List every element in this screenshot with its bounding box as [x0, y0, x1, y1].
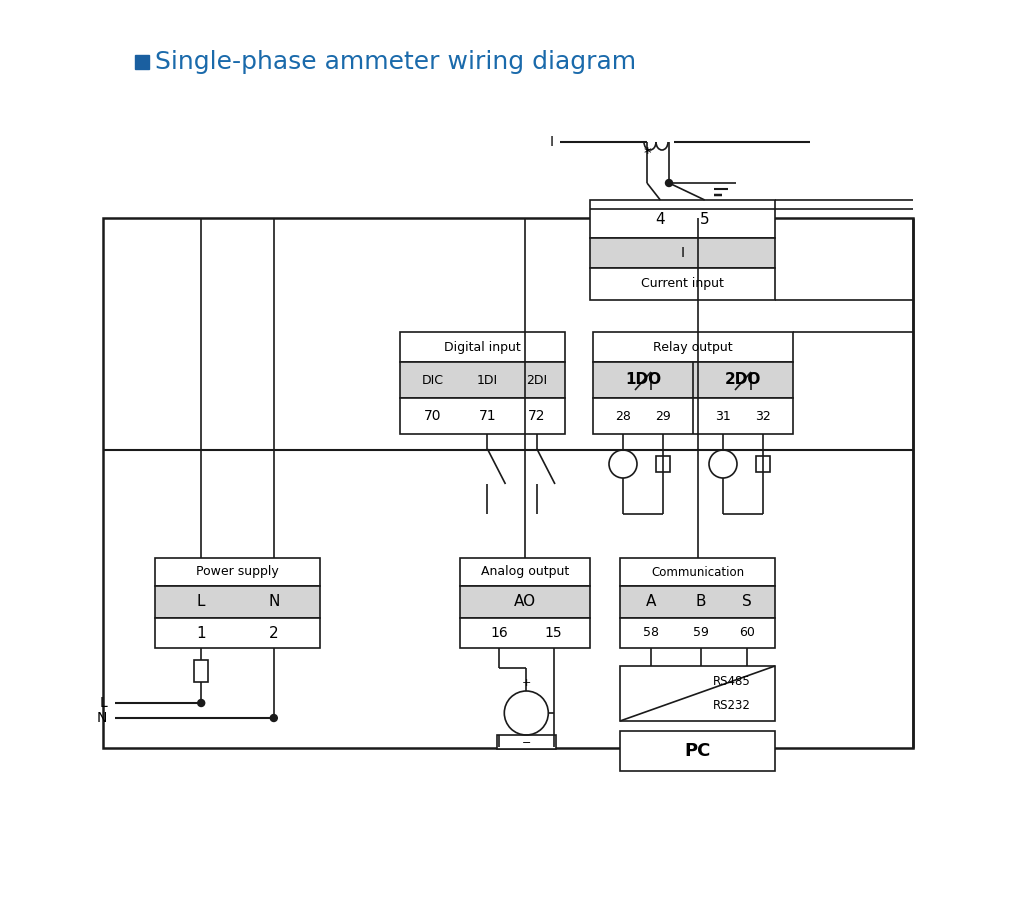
Text: Single-phase ammeter wiring diagram: Single-phase ammeter wiring diagram — [155, 50, 636, 74]
Bar — [590, 268, 775, 300]
Bar — [593, 398, 793, 434]
Text: AO: AO — [514, 595, 536, 609]
Text: 31: 31 — [715, 410, 731, 422]
Text: L: L — [197, 595, 205, 609]
Text: 58: 58 — [643, 626, 659, 640]
Circle shape — [666, 179, 673, 186]
Bar — [620, 558, 775, 586]
Text: 32: 32 — [756, 410, 771, 422]
Text: 28: 28 — [615, 410, 631, 422]
Text: Analog output: Analog output — [481, 565, 569, 579]
Text: 2DO: 2DO — [725, 373, 762, 388]
Text: 1: 1 — [196, 626, 206, 641]
Text: Digital input: Digital input — [444, 340, 521, 354]
Text: +: + — [522, 678, 531, 688]
Text: Power supply: Power supply — [196, 565, 279, 579]
Text: Current input: Current input — [641, 277, 724, 291]
Text: I: I — [681, 246, 684, 260]
Text: L: L — [99, 696, 107, 710]
Bar — [400, 398, 565, 434]
Text: N: N — [269, 595, 280, 609]
Text: 71: 71 — [479, 409, 496, 423]
Bar — [194, 660, 208, 682]
Text: −: − — [522, 738, 531, 748]
Bar — [135, 55, 149, 69]
Text: 1DI: 1DI — [477, 374, 498, 386]
Circle shape — [198, 699, 204, 707]
Text: 4: 4 — [655, 212, 665, 227]
Circle shape — [271, 715, 278, 722]
Bar — [460, 558, 590, 586]
Text: S: S — [742, 595, 752, 609]
Bar — [620, 586, 775, 618]
Text: DIC: DIC — [422, 374, 444, 386]
Bar — [155, 558, 320, 586]
Bar — [460, 618, 590, 648]
Text: 15: 15 — [545, 626, 563, 640]
Text: B: B — [695, 595, 706, 609]
Bar — [400, 362, 565, 398]
Bar — [103, 218, 913, 748]
Bar — [593, 332, 793, 362]
Bar — [620, 731, 775, 771]
Text: 1DO: 1DO — [625, 373, 661, 388]
Text: 72: 72 — [528, 409, 545, 423]
Text: RS485: RS485 — [713, 675, 750, 688]
Text: 16: 16 — [490, 626, 507, 640]
Text: RS232: RS232 — [713, 699, 750, 712]
Bar — [155, 618, 320, 648]
Text: Communication: Communication — [651, 565, 744, 579]
Bar — [620, 618, 775, 648]
Text: 2DI: 2DI — [527, 374, 547, 386]
Bar — [400, 332, 565, 362]
Text: N: N — [97, 711, 107, 725]
Text: 70: 70 — [425, 409, 442, 423]
Bar — [593, 362, 793, 398]
Text: 29: 29 — [655, 410, 671, 422]
Text: A: A — [646, 595, 657, 609]
Bar — [590, 200, 775, 238]
Text: PC: PC — [684, 742, 711, 760]
Bar — [460, 586, 590, 618]
Text: 60: 60 — [739, 626, 756, 640]
Bar — [497, 735, 555, 749]
Text: *: * — [643, 147, 650, 161]
Bar — [155, 586, 320, 618]
Text: 59: 59 — [692, 626, 709, 640]
Bar — [590, 238, 775, 268]
Bar — [657, 456, 670, 472]
Text: Relay output: Relay output — [653, 340, 733, 354]
Bar — [620, 666, 775, 721]
Bar — [756, 456, 770, 472]
Text: 5: 5 — [699, 212, 710, 227]
Text: I: I — [550, 135, 554, 149]
Text: 2: 2 — [269, 626, 279, 641]
